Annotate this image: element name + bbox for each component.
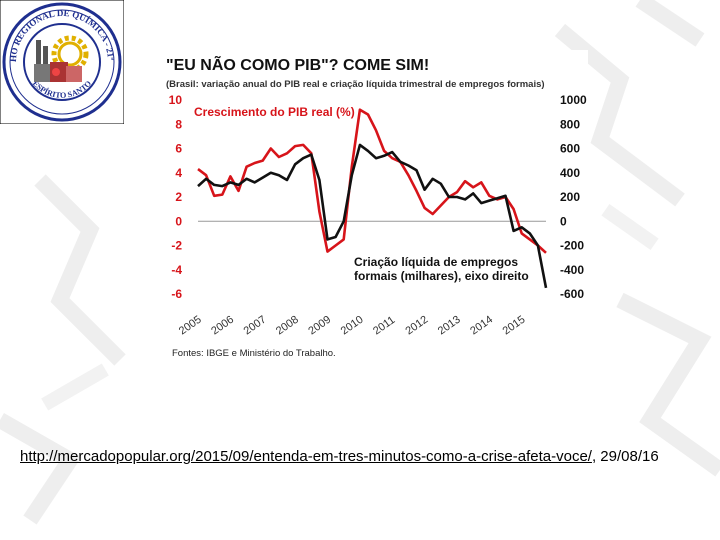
chart-source: Fontes: IBGE e Ministério do Trabalho.: [172, 348, 336, 359]
factory-icon: [34, 40, 82, 82]
series-labels: Crescimento do PIB real (%) Criação líqui…: [194, 105, 529, 283]
source-citation: http://mercadopopular.org/2015/09/entend…: [20, 446, 700, 468]
right-tick-label: 800: [560, 117, 580, 131]
right-axis: 1000 800 600 400 200 0 -200 -400 -600: [560, 93, 587, 301]
left-tick-label: 10: [169, 93, 183, 107]
employment-line: [197, 143, 548, 289]
right-tick-label: 0: [560, 214, 567, 228]
source-link[interactable]: http://mercadopopular.org/2015/09/entend…: [20, 448, 592, 465]
pib-series-label: Crescimento do PIB real (%): [194, 105, 355, 119]
right-tick-label: 600: [560, 142, 580, 156]
left-tick-label: 2: [175, 190, 182, 204]
left-tick-label: -6: [171, 287, 182, 301]
source-date: , 29/08/16: [591, 448, 659, 465]
left-tick-label: -2: [171, 239, 182, 253]
series-group: [197, 108, 548, 289]
left-tick-label: -4: [171, 263, 182, 277]
right-tick-label: 400: [560, 166, 580, 180]
chart-title: "EU NÃO COMO PIB"? COME SIM!: [166, 54, 429, 74]
right-tick-label: -600: [560, 287, 584, 301]
chart-background: [162, 50, 588, 362]
right-tick-label: 1000: [560, 93, 587, 107]
employment-series-label: formais (milhares), eixo direito: [354, 269, 529, 283]
right-tick-label: 200: [560, 190, 580, 204]
left-tick-label: 0: [175, 214, 182, 228]
pib-growth-line: [197, 108, 547, 254]
right-tick-label: -400: [560, 263, 584, 277]
right-tick-label: -200: [560, 239, 584, 253]
left-tick-label: 4: [175, 166, 182, 180]
employment-series-label: Criação líquida de empregos: [354, 255, 518, 269]
pib-employment-chart: "EU NÃO COMO PIB"? COME SIM! (Brasil: va…: [162, 50, 588, 362]
crq-logo: CONSELHO REGIONAL DE QUÍMICA - 21ª REGIÃ…: [0, 0, 124, 124]
left-axis: 10 8 6 4 2 0 -2 -4 -6: [169, 93, 183, 301]
left-tick-label: 8: [175, 117, 182, 131]
chart-card: "EU NÃO COMO PIB"? COME SIM! (Brasil: va…: [162, 50, 588, 362]
left-tick-label: 6: [175, 142, 182, 156]
chart-subtitle: (Brasil: variação anual do PIB real e cr…: [166, 79, 545, 90]
